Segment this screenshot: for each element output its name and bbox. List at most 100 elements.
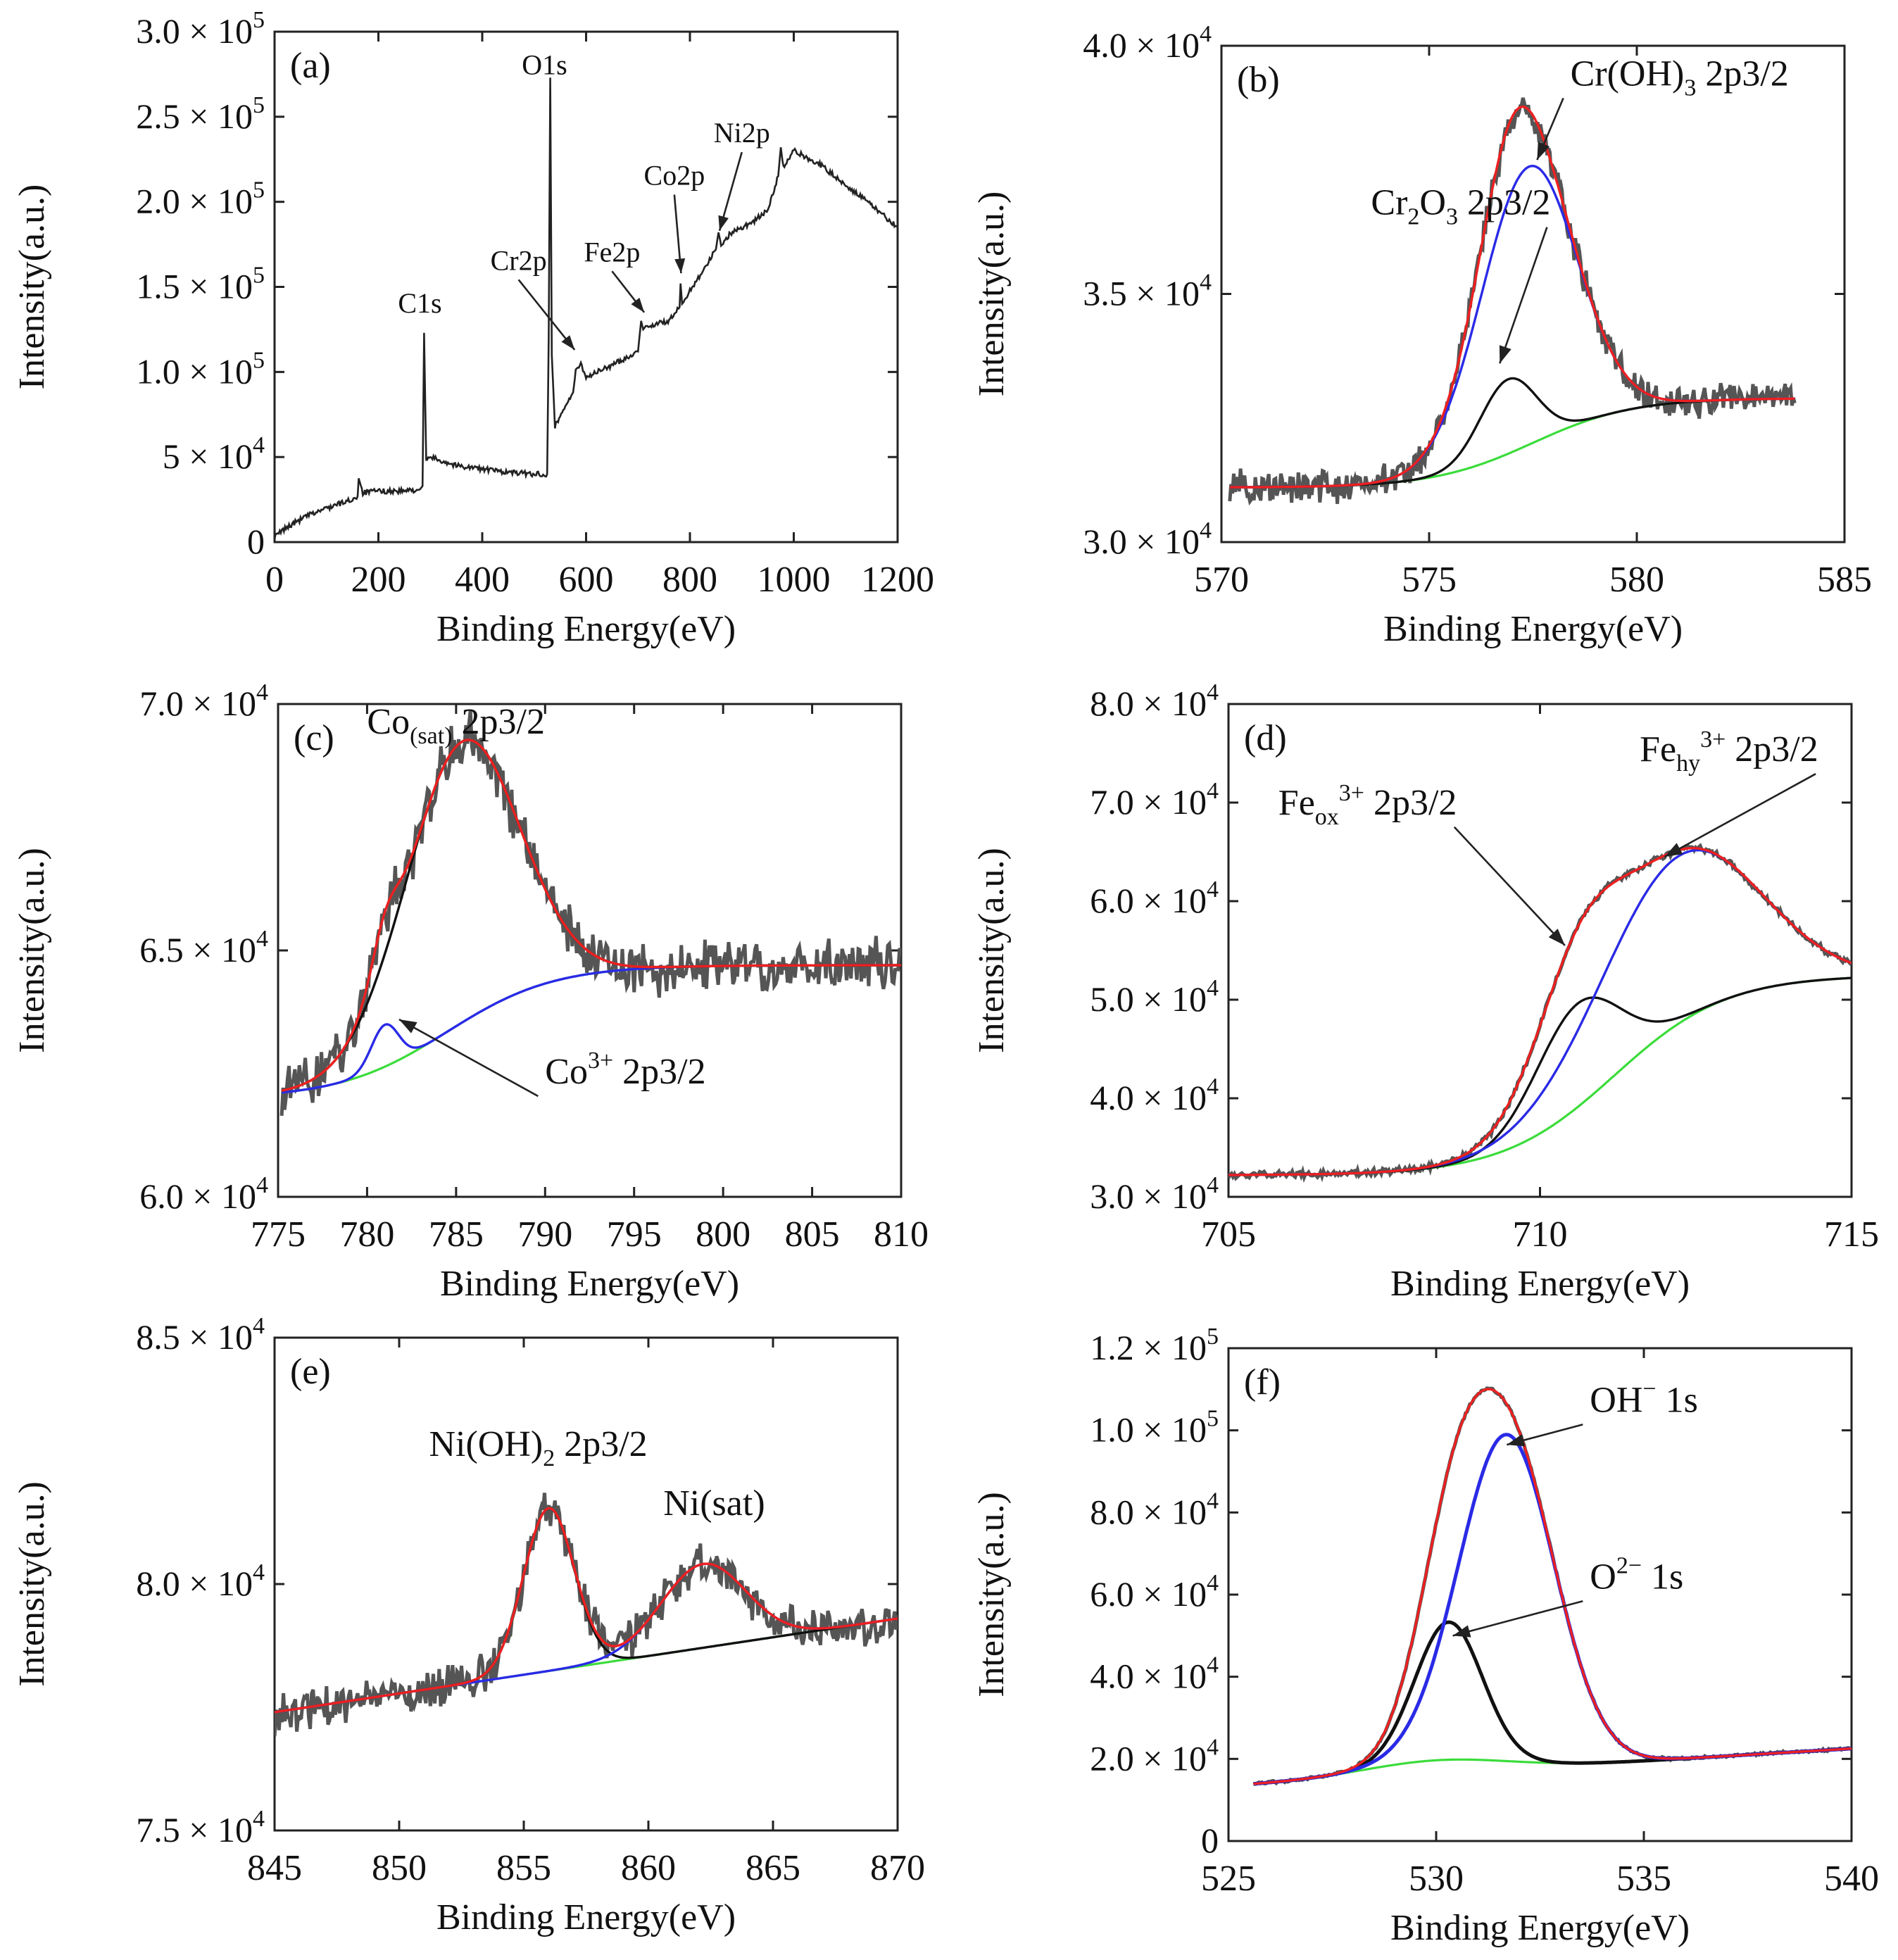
peak-label-c1s: C1s [398,287,441,319]
y-axis-label-f: Intensity(a.u.) [972,1492,1012,1697]
x-tick-label-e: 860 [621,1848,676,1888]
y-tick-label-c: 6.0 × 104 [139,1172,268,1216]
y-tick-label-b: 3.0 × 104 [1083,517,1212,561]
envelope-fit-line [281,739,901,1092]
arrow-head [398,1019,417,1034]
plot-frame-f [1227,1347,1853,1842]
y-tick-label-e: 8.5 × 104 [136,1313,265,1357]
y-tick-label-f: 1.0 × 105 [1090,1406,1219,1450]
y-axis-label-a: Intensity(a.u.) [12,184,52,390]
x-tick-label-d: 715 [1824,1214,1879,1255]
x-axis-label-e: Binding Energy(eV) [436,1897,736,1937]
y-tick-label-c: 7.0 × 104 [139,679,268,723]
y-tick-label-a: 1.0 × 105 [136,347,265,391]
x-tick-label-c: 785 [429,1214,484,1255]
y-tick-label-b: 3.5 × 104 [1083,270,1212,313]
arrow-head [1664,843,1683,857]
plot-area-e [275,1493,898,1737]
panel-c: 775 780 785 790 795 800 805 810 6.0 × 104 6.5 × 1… [12,679,929,1304]
x-tick-label-a: 1000 [758,560,831,600]
plot-area-b [1228,97,1797,506]
component-fit-line [1229,377,1795,489]
y-tick-label-e: 7.5 × 104 [136,1806,265,1849]
component-fit-line [1228,976,1852,1176]
panel-e: 845 850 855 860 865 870 7.5 × 104 8.0 × 104 8.5 … [12,1313,925,1937]
x-tick-label-f: 525 [1201,1859,1256,1899]
component-fit-line [1253,1620,1852,1786]
y-tick-label-f: 8.0 × 104 [1090,1488,1219,1531]
x-tick-label-b: 580 [1609,560,1664,600]
peak-label-ni2p: Ni2p [714,117,770,149]
x-axis-label-f: Binding Energy(eV) [1390,1908,1690,1948]
peak-label: O2− 1s [1590,1552,1683,1597]
x-tick-label-f: 540 [1824,1859,1879,1899]
panel-label-b: (b) [1237,60,1280,100]
x-tick-label-f: 535 [1616,1859,1671,1899]
x-tick-label-a: 0 [265,560,284,600]
plot-area-c [279,710,901,1117]
arrow-head [718,215,729,231]
x-tick-label-c: 800 [696,1214,750,1255]
label-pointer [1499,227,1548,364]
plot-frame-d [1227,703,1853,1198]
x-axis-label-b: Binding Energy(eV) [1383,609,1683,649]
x-tick-label-c: 795 [607,1214,662,1255]
arrow-head [631,297,645,313]
arrow-head [1499,345,1512,364]
y-tick-label-a: 0 [247,522,265,561]
envelope-fit-line [1253,1388,1852,1785]
peak-label: Ni(OH)2 2p3/2 [429,1424,647,1471]
survey-spectrum-line [275,77,898,540]
panel-label-a: (a) [290,46,331,86]
peak-label-fe2p: Fe2p [584,236,640,268]
y-tick-label-d: 6.0 × 104 [1090,877,1219,920]
label-pointer [398,1018,539,1098]
x-tick-label-e: 855 [496,1848,551,1888]
plot-area-f [1252,1386,1852,1786]
y-axis-label-e: Intensity(a.u.) [12,1481,52,1687]
y-tick-label-f: 4.0 × 104 [1090,1652,1219,1696]
y-tick-label-d: 7.0 × 104 [1090,778,1219,822]
x-tick-label-f: 530 [1409,1859,1464,1899]
x-tick-label-c: 790 [517,1214,572,1255]
arrow-head [561,335,575,350]
x-axis-label-a: Binding Energy(eV) [436,609,736,649]
arrow-head [1537,142,1550,161]
x-tick-label-a: 600 [559,560,614,600]
arrow-head [1452,1625,1471,1638]
x-tick-label-e: 845 [247,1848,302,1888]
raw-spectrum-line [1228,843,1852,1183]
y-tick-label-d: 4.0 × 104 [1090,1074,1219,1117]
y-tick-label-d: 8.0 × 104 [1090,679,1219,723]
y-tick-label-a: 2.5 × 105 [136,92,265,136]
raw-spectrum-line [1228,97,1797,506]
y-tick-label-f: 2.0 × 104 [1090,1734,1219,1778]
x-axis-label-d: Binding Energy(eV) [1390,1264,1690,1304]
panel-b: 570 575 580 585 3.0 × 104 3.5 × 104 4.0 × 104 B… [972,21,1872,649]
peak-label: Cr2O3 2p3/2 [1371,183,1550,230]
x-tick-label-b: 570 [1194,560,1249,600]
x-tick-label-e: 870 [870,1848,925,1888]
peak-label: Co(sat) 2p3/2 [367,702,545,749]
plot-area-d [1228,843,1852,1183]
envelope-fit-line [1229,105,1795,489]
panel-label-e: (e) [290,1352,331,1392]
x-tick-label-b: 575 [1402,560,1457,600]
y-axis-label-c: Intensity(a.u.) [12,848,52,1053]
peak-label-cr2p: Cr2p [491,244,547,276]
x-tick-label-a: 800 [662,560,717,600]
component-fit-line [1228,849,1852,1176]
raw-spectrum-line [1252,1386,1852,1786]
x-tick-label-a: 200 [351,560,406,600]
envelope-fit-line [275,1507,898,1714]
arrow-head [1507,1434,1526,1447]
peak-label: Feox3+ 2p3/2 [1278,780,1457,830]
peak-label: Co3+ 2p3/2 [545,1048,705,1092]
envelope-fit-line [1228,847,1852,1176]
background-fit-line [1228,976,1852,1176]
x-tick-label-c: 775 [251,1214,306,1255]
raw-spectrum-line [275,1493,898,1737]
y-tick-label-f: 6.0 × 104 [1090,1570,1219,1614]
x-tick-label-c: 805 [785,1214,840,1255]
